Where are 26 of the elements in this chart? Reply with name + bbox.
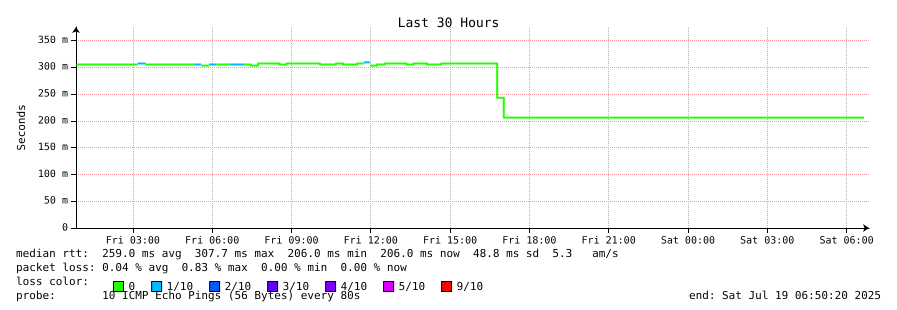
legend-title: loss color:: [16, 275, 89, 288]
text: end: Sat Jul 19 06:50:20 2025: [688, 289, 882, 302]
y-tick-label: 350 m: [38, 34, 68, 46]
chart-title: Last 30 Hours: [398, 16, 500, 31]
text: packet loss: 0.04 % avg 0.83 % max 0.00 % min 0.00 % now: [16, 261, 408, 274]
text: median rtt: 259.0 ms avg 307.7 ms max 206.0 ms min 206.0 ms now 48.8 ms sd 5.3 am/s: [16, 247, 619, 260]
y-tick-label: 100 m: [38, 168, 68, 180]
x-tick-label: Sat 03:00: [740, 236, 794, 246]
x-tick-label: Sat 06:00: [819, 236, 874, 246]
y-tick-label: 0: [62, 222, 68, 234]
x-tick-label: Fri 15:00: [422, 236, 478, 246]
y-axis-title: Seconds: [15, 104, 28, 151]
legend-label: 5/10: [398, 280, 426, 293]
y-tick-label: 150 m: [38, 142, 68, 154]
y-tick-label: 250 m: [38, 88, 68, 100]
y-tick-label: 50 m: [44, 196, 68, 207]
x-tick-label: Fri 18:00: [502, 236, 556, 246]
y-tick-label: 200 m: [38, 115, 68, 126]
x-tick-label: Fri 21:00: [582, 236, 636, 246]
x-tick-label: Fri 03:00: [106, 236, 160, 246]
x-tick-label: Fri 09:00: [264, 236, 319, 246]
y-tick-label: 300 m: [38, 62, 68, 73]
x-tick-label: Fri 12:00: [344, 236, 398, 246]
x-tick-label: Sat 00:00: [660, 236, 716, 246]
legend-label: 9/10: [456, 280, 484, 293]
x-tick-label: Fri 06:00: [185, 236, 240, 246]
